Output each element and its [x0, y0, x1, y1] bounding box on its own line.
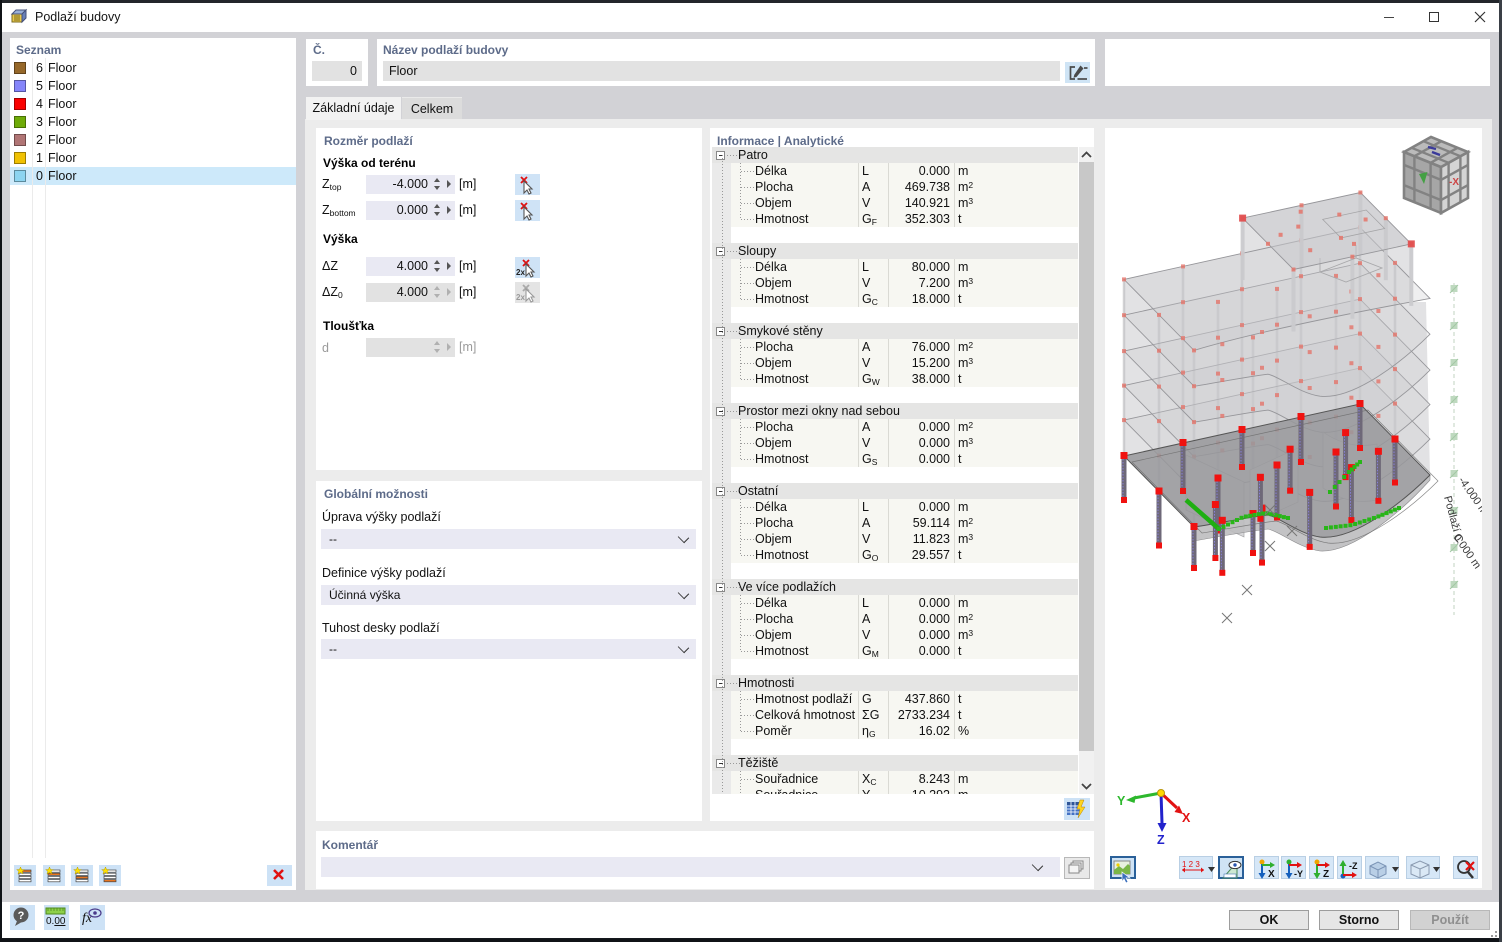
- svg-text:?: ?: [18, 910, 25, 922]
- svg-text:-4.000 m: -4.000 m: [1456, 475, 1482, 517]
- svg-text:X: X: [1268, 869, 1275, 880]
- svg-text:0.00: 0.00: [46, 916, 66, 927]
- svg-text:-Y: -Y: [1294, 869, 1303, 879]
- svg-text:2x: 2x: [516, 293, 525, 302]
- svg-text:X: X: [1182, 811, 1191, 825]
- svg-text:Z: Z: [1323, 869, 1329, 880]
- svg-text:0.000 m: 0.000 m: [1451, 532, 1482, 571]
- svg-text:Z: Z: [1157, 833, 1165, 847]
- svg-text:Y: Y: [1117, 794, 1126, 808]
- svg-text:-X: -X: [1449, 177, 1459, 188]
- svg-text:2x: 2x: [516, 268, 525, 277]
- svg-text:1 2 3: 1 2 3: [1182, 860, 1200, 869]
- svg-text:fx: fx: [82, 911, 93, 926]
- svg-text:-Z: -Z: [1349, 861, 1358, 871]
